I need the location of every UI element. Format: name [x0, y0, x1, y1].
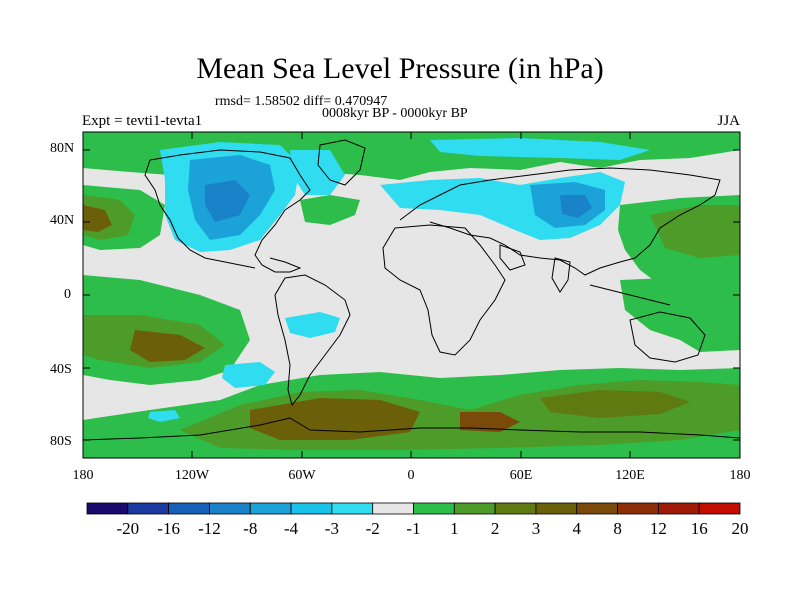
period-label: 0008kyr BP - 0000kyr BP — [322, 106, 468, 121]
field-patch — [620, 275, 740, 352]
field-patch — [290, 150, 345, 195]
lon-label-0: 0 — [407, 468, 415, 483]
colorbar-label: 1 — [450, 519, 459, 538]
colorbar-swatch — [413, 502, 455, 515]
coastline-greenland — [317, 139, 366, 186]
season-label: JJA — [717, 113, 740, 129]
field-patch — [83, 205, 112, 232]
colorbar-label: 2 — [490, 519, 500, 538]
field-patch — [650, 205, 740, 258]
coastline-north-america — [149, 149, 311, 273]
lat-label-40n: 40N — [50, 213, 75, 228]
colorbar-swatch — [372, 502, 414, 515]
lat-label-80s: 80S — [50, 434, 72, 449]
field-patch — [205, 180, 250, 222]
colorbar-swatch — [576, 502, 618, 515]
pressure-field — [83, 132, 740, 458]
lon-label-60e: 60E — [509, 468, 533, 483]
colorbar-label: -8 — [243, 519, 258, 538]
colorbar-swatch — [290, 502, 333, 515]
colorbar-label: 12 — [649, 519, 667, 538]
field-patch — [285, 312, 340, 338]
experiment-label: Expt = tevti1-tevta1 — [82, 113, 203, 129]
coastline-south-america — [274, 274, 351, 407]
lon-label-60w: 60W — [288, 468, 316, 483]
coastline-arabia — [499, 244, 526, 271]
field-patch — [540, 390, 690, 418]
coastline-india — [551, 257, 571, 293]
lat-label-0: 0 — [64, 287, 71, 302]
colorbar-label: 20 — [731, 519, 749, 538]
colorbar-label: -1 — [406, 519, 421, 538]
colorbar-swatch — [249, 502, 292, 515]
colorbar-swatch — [168, 502, 210, 515]
colorbar-swatch — [657, 502, 700, 515]
field-patch — [430, 138, 650, 160]
colorbar-label: -2 — [365, 519, 380, 538]
lon-label-180e: 180 — [729, 468, 751, 483]
colorbar-swatch — [535, 502, 578, 515]
colorbar — [86, 502, 741, 515]
colorbar-label: -12 — [198, 519, 221, 538]
coastline-indonesia — [589, 284, 671, 306]
field-patch — [300, 195, 360, 225]
coastline-africa — [382, 224, 506, 356]
field-patch — [560, 195, 592, 218]
lat-label-40s: 40S — [50, 362, 72, 377]
colorbar-swatch — [86, 502, 129, 515]
lon-ticks — [191, 132, 631, 458]
colorbar-swatch — [331, 502, 374, 515]
coastlines — [83, 139, 740, 441]
coastline-australia — [629, 311, 706, 363]
colorbar-label: -4 — [283, 519, 299, 538]
colorbar-label: 16 — [690, 519, 708, 538]
field-patch — [460, 412, 520, 432]
lon-label-180w: 180 — [72, 468, 94, 483]
coastline-antarctica — [83, 417, 740, 441]
colorbar-label: 3 — [531, 519, 541, 538]
page-title: Mean Sea Level Pressure (in hPa) — [196, 52, 604, 85]
colorbar-swatch — [127, 502, 170, 515]
stats-label: rmsd= 1.58502 diff= 0.470947 — [215, 94, 388, 109]
colorbar-label: -20 — [116, 519, 140, 538]
field-patch — [250, 398, 420, 440]
colorbar-swatch — [453, 502, 496, 515]
colorbar-label: 8 — [613, 519, 622, 538]
lon-label-120e: 120E — [615, 468, 645, 483]
colorbar-label: -3 — [324, 519, 339, 538]
colorbar-swatch — [617, 502, 659, 515]
coastline-eurasia — [399, 167, 721, 276]
lat-label-80n: 80N — [50, 141, 75, 156]
field-patch — [130, 330, 205, 362]
lat-ticks — [83, 149, 740, 441]
colorbar-label: 4 — [572, 519, 582, 538]
lon-label-120w: 120W — [174, 468, 210, 483]
field-patch — [148, 410, 180, 422]
field-patch — [222, 362, 275, 388]
colorbar-label: -16 — [157, 519, 180, 538]
colorbar-swatch — [494, 502, 537, 515]
coastline-north-america-west — [144, 159, 256, 269]
colorbar-swatch — [698, 502, 741, 515]
colorbar-swatch — [209, 502, 251, 515]
